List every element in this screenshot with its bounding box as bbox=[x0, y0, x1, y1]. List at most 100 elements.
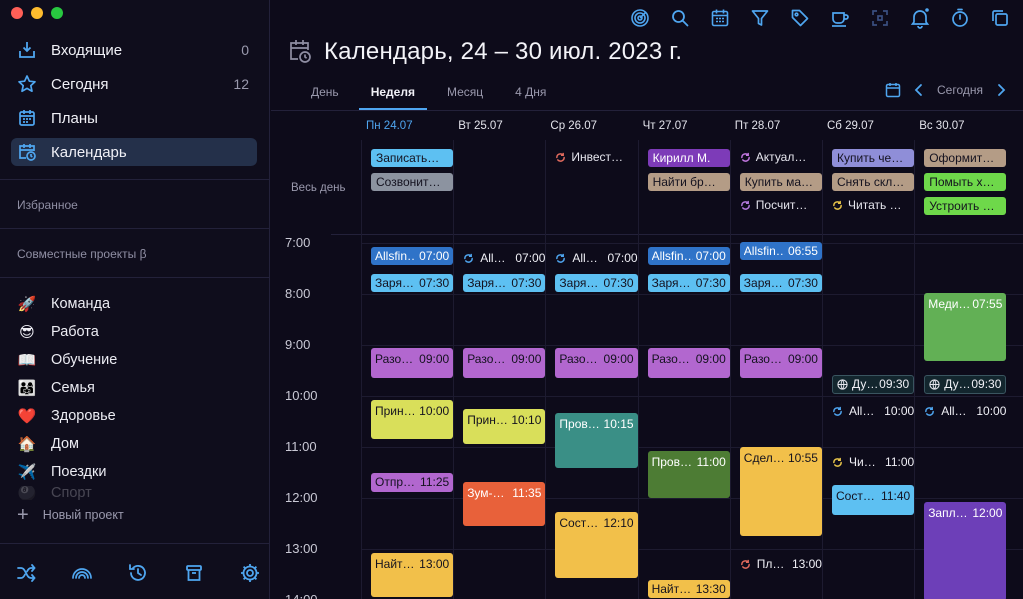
tag-icon[interactable] bbox=[785, 6, 815, 30]
zoom-window-button[interactable] bbox=[51, 7, 63, 19]
filter-icon[interactable] bbox=[745, 6, 775, 30]
history-icon[interactable] bbox=[125, 560, 151, 586]
calendar-event[interactable]: Найт… 13:30 bbox=[647, 579, 730, 598]
all-day-event[interactable]: Читать … bbox=[832, 198, 902, 212]
all-day-event[interactable]: Найти бр… bbox=[647, 173, 730, 191]
calendar-event[interactable]: Чи… 11:00 bbox=[832, 453, 914, 471]
all-day-event[interactable]: Инвест… bbox=[555, 150, 623, 164]
project-item-trips[interactable]: ✈️ Поездки bbox=[17, 458, 257, 486]
all-day-event[interactable]: Кирилл М. bbox=[647, 149, 730, 167]
calendar-event[interactable]: Сост… 11:40 bbox=[832, 485, 915, 516]
project-item-work[interactable]: 😎 Работа bbox=[17, 318, 257, 346]
close-window-button[interactable] bbox=[11, 7, 23, 19]
tab-month[interactable]: Месяц bbox=[446, 85, 484, 99]
globe-icon bbox=[837, 378, 848, 390]
trash-icon[interactable] bbox=[181, 560, 207, 586]
calendar-event[interactable]: Зум-… 11:35 bbox=[463, 481, 546, 526]
coffee-icon[interactable] bbox=[825, 6, 855, 30]
chevron-right-icon[interactable] bbox=[995, 83, 1007, 97]
calendar-event[interactable]: Пл… 13:00 bbox=[740, 555, 822, 573]
shared-projects-title[interactable]: Совместные проекты β bbox=[17, 247, 147, 261]
all-day-event[interactable]: Оформит… bbox=[924, 149, 1007, 167]
minimize-window-button[interactable] bbox=[31, 7, 43, 19]
all-day-event[interactable]: Посчит… bbox=[740, 198, 807, 212]
project-item-home[interactable]: 🏠 Дом bbox=[17, 430, 257, 458]
search-icon[interactable] bbox=[665, 6, 695, 30]
day-header[interactable]: Вт 25.07 bbox=[458, 120, 503, 132]
calendar-event[interactable]: Прин… 10:00 bbox=[371, 400, 454, 439]
calendar-event[interactable]: Прин… 10:10 bbox=[463, 408, 546, 444]
day-header[interactable]: Сб 29.07 bbox=[827, 120, 874, 132]
calendar-event[interactable]: All… 07:00 bbox=[555, 249, 638, 267]
copy-icon[interactable] bbox=[985, 6, 1015, 30]
scan-icon[interactable] bbox=[865, 6, 895, 30]
calendar-event[interactable]: Заря… 07:30 bbox=[463, 273, 546, 292]
all-day-event[interactable]: Записать… bbox=[371, 149, 454, 167]
calendar-event[interactable]: Allsfin… 07:00 bbox=[647, 247, 730, 266]
project-item-health[interactable]: ❤️ Здоровье bbox=[17, 402, 257, 430]
day-header[interactable]: Вс 30.07 bbox=[919, 120, 965, 132]
calendar-event[interactable]: Разо… 09:00 bbox=[739, 347, 822, 378]
new-project-button[interactable]: + Новый проект bbox=[17, 505, 124, 525]
calendar-event[interactable]: Отпр… 11:25 bbox=[371, 472, 454, 493]
date-picker-icon[interactable] bbox=[885, 82, 901, 98]
calendar-event[interactable]: Allsfin… 06:55 bbox=[739, 241, 822, 261]
event-title: Разо… bbox=[743, 351, 782, 366]
calendar-event[interactable]: Заря… 07:30 bbox=[739, 273, 822, 292]
tab-day[interactable]: День bbox=[311, 85, 339, 99]
sidebar-item-today[interactable]: Сегодня 12 bbox=[11, 70, 257, 98]
calendar-event[interactable]: Ду… 09:30 bbox=[924, 374, 1007, 394]
project-item-team[interactable]: 🚀 Команда bbox=[17, 290, 257, 318]
settings-icon[interactable] bbox=[237, 560, 263, 586]
calendar-event[interactable]: All… 10:00 bbox=[832, 402, 914, 420]
focus-icon[interactable] bbox=[625, 6, 655, 30]
calendar-grid-icon[interactable] bbox=[705, 6, 735, 30]
calendar-event[interactable]: All… 07:00 bbox=[463, 249, 545, 267]
sidebar-item-calendar[interactable]: Календарь bbox=[11, 138, 257, 166]
chevron-left-icon[interactable] bbox=[913, 83, 925, 97]
day-header[interactable]: Чт 27.07 bbox=[642, 120, 688, 132]
repeat-icon bbox=[556, 253, 566, 263]
calendar-event[interactable]: Запл… 12:00 bbox=[924, 502, 1007, 599]
calendar-event[interactable]: Разо… 09:00 bbox=[371, 347, 454, 378]
all-day-event[interactable]: Купить ма… bbox=[739, 173, 822, 191]
all-day-event[interactable]: Актуал… bbox=[740, 150, 806, 164]
all-day-event[interactable]: Созвонит… bbox=[371, 173, 454, 191]
calendar-event[interactable]: Меди… 07:55 bbox=[924, 292, 1007, 362]
calendar-event[interactable]: Пров… 11:00 bbox=[647, 451, 730, 499]
tab-week[interactable]: Неделя bbox=[358, 80, 428, 110]
calendar-event[interactable]: Разо… 09:00 bbox=[463, 347, 546, 378]
calendar-event[interactable]: Пров… 10:15 bbox=[555, 412, 638, 469]
calendar-event[interactable]: Найт… 13:00 bbox=[371, 553, 454, 597]
today-button[interactable]: Сегодня bbox=[937, 83, 983, 97]
sidebar-item-inbox[interactable]: Входящие 0 bbox=[11, 36, 257, 64]
bell-icon[interactable] bbox=[905, 6, 935, 30]
calendar-event[interactable]: Сдел… 10:55 bbox=[739, 447, 822, 536]
calendar-event[interactable]: Разо… 09:00 bbox=[647, 347, 730, 378]
timer-icon[interactable] bbox=[945, 6, 975, 30]
calendar-event[interactable]: Заря… 07:30 bbox=[371, 273, 454, 292]
shuffle-icon[interactable] bbox=[13, 560, 39, 586]
calendar-event[interactable]: All… 10:00 bbox=[924, 402, 1006, 420]
project-item-family[interactable]: 👨‍👩‍👧 Семья bbox=[17, 374, 257, 402]
calendar-event[interactable]: Заря… 07:30 bbox=[555, 273, 638, 292]
all-day-event[interactable]: Купить че… bbox=[832, 149, 915, 167]
project-item-sport[interactable]: 🎱 Спорт bbox=[17, 486, 257, 500]
calendar-event[interactable]: Ду… 09:30 bbox=[832, 374, 915, 394]
rainbow-icon[interactable] bbox=[69, 560, 95, 586]
event-time: 07:30 bbox=[511, 275, 542, 290]
day-header[interactable]: Пт 28.07 bbox=[734, 120, 781, 132]
favorites-title[interactable]: Избранное bbox=[17, 198, 78, 212]
all-day-event[interactable]: Помыть х… bbox=[924, 173, 1007, 191]
day-header[interactable]: Ср 26.07 bbox=[550, 120, 598, 132]
calendar-event[interactable]: Сост… 12:10 bbox=[555, 512, 638, 579]
all-day-event[interactable]: Устроить … bbox=[924, 197, 1007, 215]
day-header[interactable]: Пн 24.07 bbox=[366, 120, 413, 132]
calendar-event[interactable]: Allsfin… 07:00 bbox=[371, 247, 454, 266]
project-item-study[interactable]: 📖 Обучение bbox=[17, 346, 257, 374]
all-day-event[interactable]: Снять скл… bbox=[832, 173, 915, 191]
calendar-event[interactable]: Разо… 09:00 bbox=[555, 347, 638, 378]
calendar-event[interactable]: Заря… 07:30 bbox=[647, 273, 730, 292]
sidebar-item-plans[interactable]: Планы bbox=[11, 104, 257, 132]
tab-4-days[interactable]: 4 Дня bbox=[515, 85, 547, 99]
